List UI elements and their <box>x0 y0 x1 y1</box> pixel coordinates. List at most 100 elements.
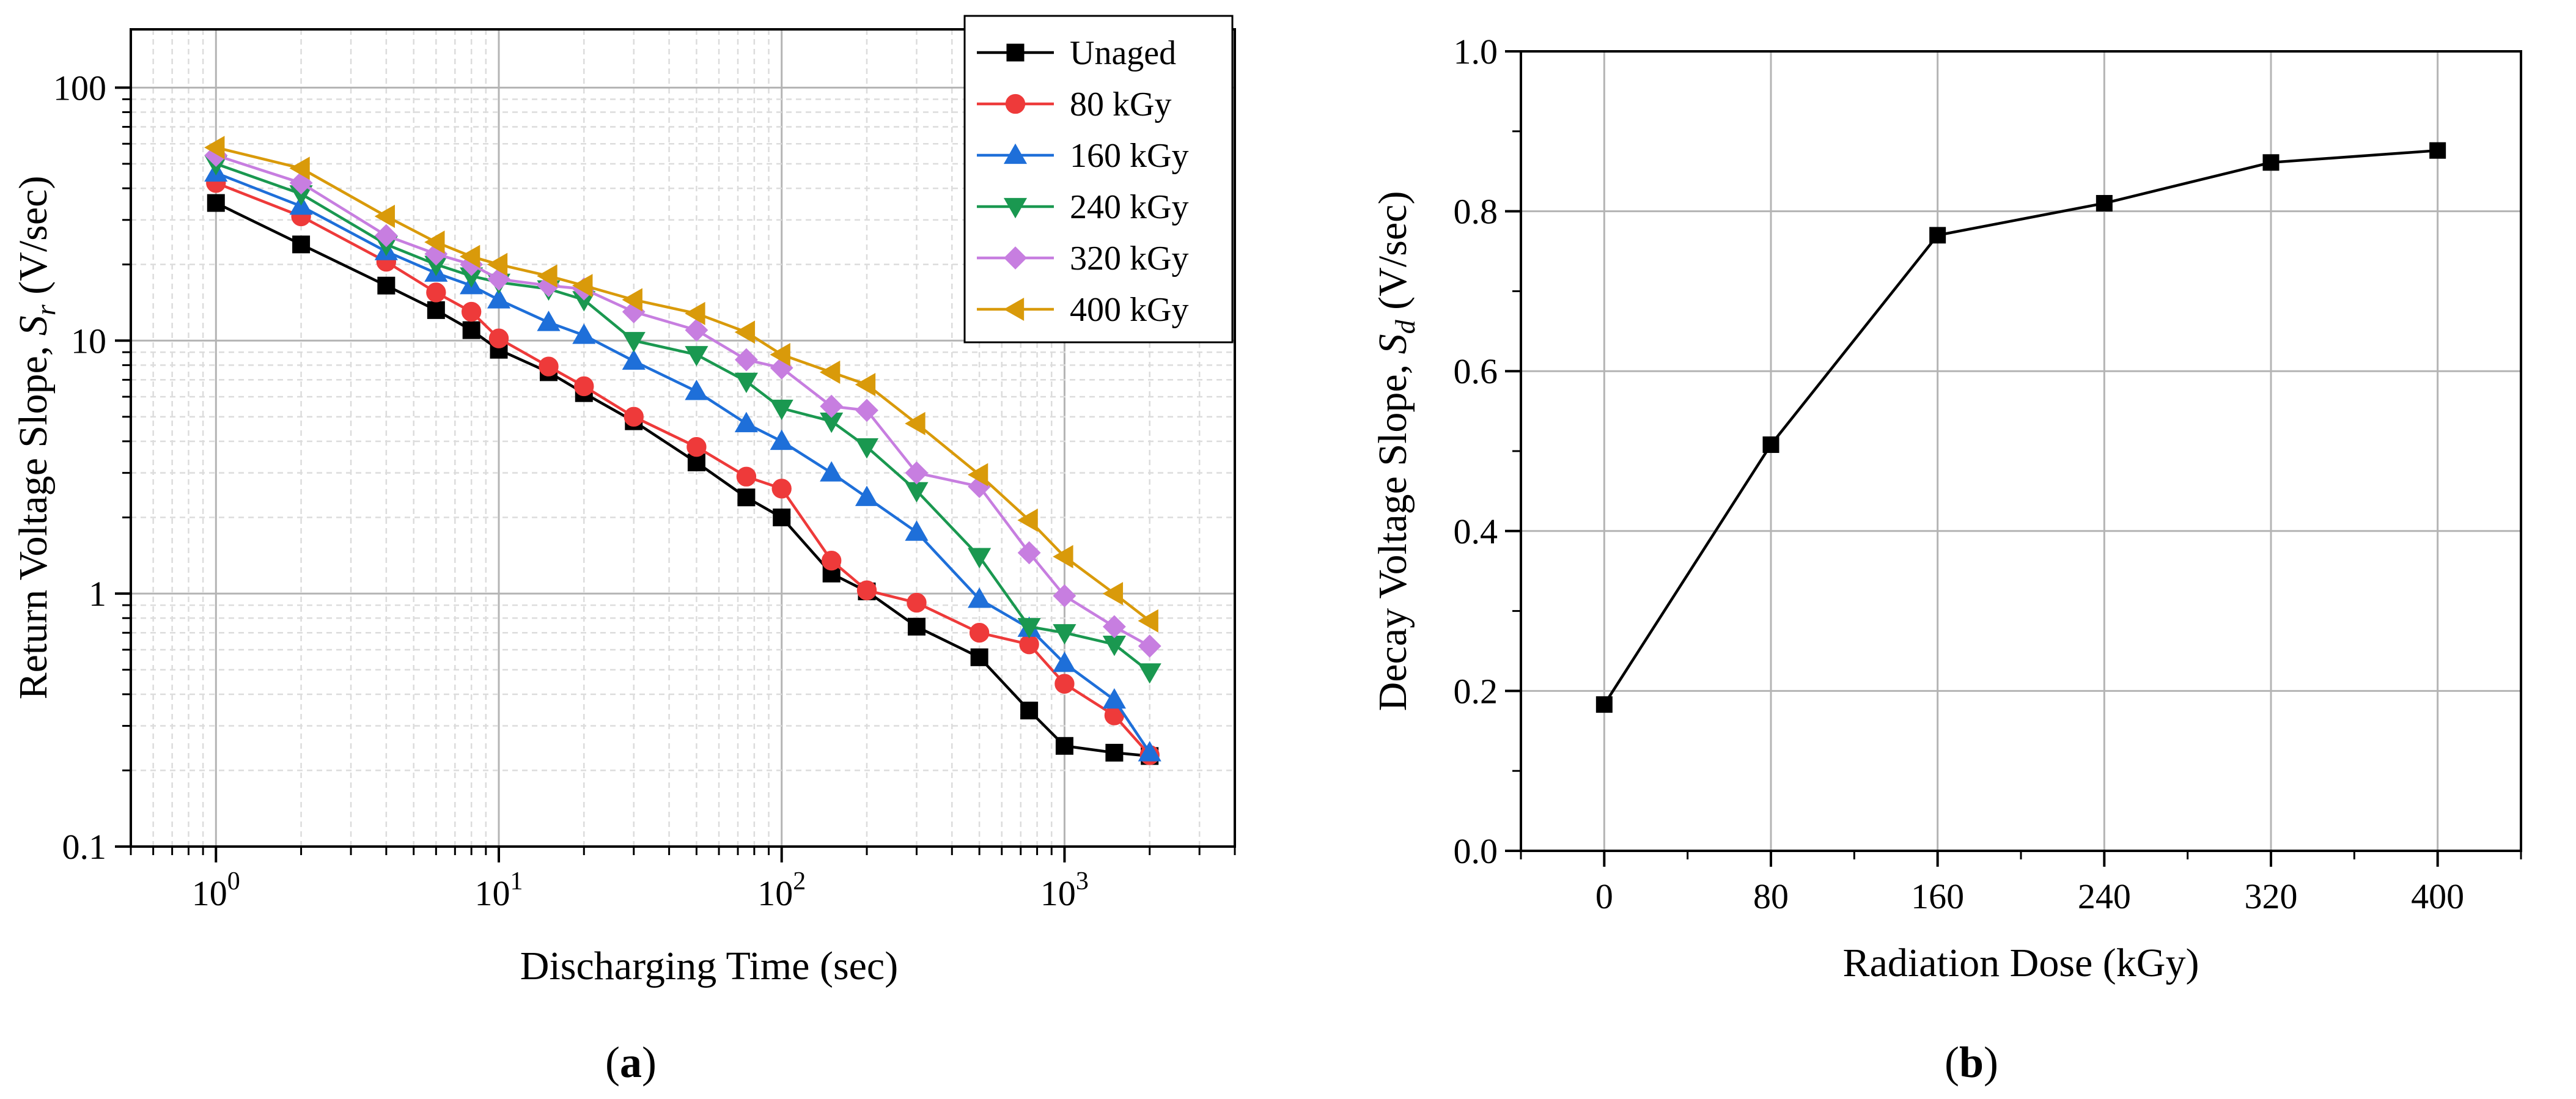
data-point-240-kgy <box>1102 636 1126 656</box>
legend-marker <box>1003 143 1028 164</box>
x-tick-label: 160 <box>1911 877 1964 916</box>
legend-item-240-kgy: 240 kGy <box>977 188 1188 226</box>
data-point-unaged <box>462 321 480 339</box>
legend-item-unaged: Unaged <box>977 34 1176 72</box>
legend-item-80-kgy: 80 kGy <box>977 86 1171 123</box>
data-point-80-kgy <box>822 551 842 571</box>
data-point <box>1595 696 1613 713</box>
legend-item-160-kgy: 160 kGy <box>977 137 1188 175</box>
data-point-240-kgy <box>1017 618 1041 639</box>
data-point-160-kgy <box>770 429 793 450</box>
data-point-320-kgy <box>1053 584 1076 608</box>
data-point-400-kgy <box>459 244 480 268</box>
y-tick-label: 1 <box>89 574 106 614</box>
data-point-unaged <box>427 301 445 319</box>
legend-marker <box>1004 246 1027 270</box>
data-point-80-kgy <box>771 479 792 499</box>
data-point-320-kgy <box>1102 615 1126 639</box>
legend-label: Unaged <box>1070 34 1176 72</box>
x-tick-label-base: 10 <box>475 873 510 913</box>
data-point-unaged <box>1020 701 1039 719</box>
chart-a-series <box>204 136 1161 765</box>
legend-label: 160 kGy <box>1070 137 1188 175</box>
chart-b-ticks: 0 80 160 240 320 400 0.0 0.2 0.4 0.6 0.8 1.0 <box>1454 32 2522 916</box>
panel-label-b: (b) <box>1945 1038 1998 1087</box>
legend-label: 240 kGy <box>1070 188 1188 226</box>
legend-marker <box>1005 94 1026 114</box>
data-point-320-kgy <box>1138 634 1161 658</box>
data-point <box>1762 436 1779 454</box>
y-tick-label: 0.0 <box>1454 831 1498 871</box>
data-point-160-kgy <box>685 380 708 400</box>
y-tick-label: 0.4 <box>1454 512 1498 551</box>
data-point-80-kgy <box>907 592 927 613</box>
data-point-unaged <box>292 235 311 254</box>
data-point-240-kgy <box>734 372 758 394</box>
x-tick-label: 101 <box>475 867 523 913</box>
data-point-unaged <box>1105 743 1124 762</box>
data-point-400-kgy <box>374 204 396 228</box>
data-point-unaged <box>377 276 396 295</box>
chart-a-y-axis-title-subscript: r <box>30 304 61 315</box>
data-point-320-kgy <box>374 224 398 248</box>
x-tick-label: 102 <box>757 867 806 913</box>
x-tick-label-base: 10 <box>1040 873 1076 913</box>
data-point-80-kgy <box>574 376 594 397</box>
data-point-400-kgy <box>204 136 225 160</box>
x-tick-label-base: 10 <box>757 873 793 913</box>
data-point-400-kgy <box>1138 609 1158 633</box>
data-point-160-kgy <box>1102 688 1126 709</box>
y-tick-label: 0.6 <box>1454 351 1498 391</box>
data-point <box>2262 154 2280 171</box>
data-point-400-kgy <box>770 343 790 367</box>
x-tick-label: 240 <box>2078 877 2131 916</box>
data-point-160-kgy <box>820 461 844 482</box>
data-point-320-kgy <box>905 461 929 485</box>
data-point-160-kgy <box>968 587 992 608</box>
x-tick-label: 0 <box>1595 877 1613 916</box>
chart-b-y-axis-title-symbol: S <box>1371 334 1415 354</box>
data-point-320-kgy <box>1017 541 1041 565</box>
data-point-320-kgy <box>855 399 878 422</box>
data-point-unaged <box>907 617 926 636</box>
data-point-160-kgy <box>487 288 511 309</box>
x-tick-label: 103 <box>1040 867 1089 913</box>
x-tick-label-exponent: 0 <box>227 867 240 895</box>
chart-b-y-axis-title-subscript: d <box>1389 319 1421 334</box>
x-tick-label: 100 <box>192 867 240 913</box>
legend-marker <box>1006 43 1025 62</box>
legend-marker <box>1003 197 1028 219</box>
data-point-400-kgy <box>905 411 926 436</box>
data-point-400-kgy <box>1053 545 1073 568</box>
chart-a-y-axis-title-units: (V/sec) <box>11 176 56 305</box>
chart-b: 0 80 160 240 320 400 0.0 0.2 0.4 0.6 0.8 1.0 Radiat… <box>1371 32 2522 1087</box>
chart-b-y-axis-title-main: Decay Voltage Slope, <box>1371 354 1415 711</box>
data-point-400-kgy <box>487 252 508 276</box>
data-point-160-kgy <box>537 311 561 331</box>
chart-b-x-axis-title: Radiation Dose (kGy) <box>1843 941 2199 985</box>
data-point-80-kgy <box>426 282 446 303</box>
data-point-80-kgy <box>736 466 757 487</box>
x-tick-label-exponent: 3 <box>1076 867 1089 895</box>
legend-marker <box>1003 297 1025 322</box>
data-point-160-kgy <box>734 411 758 433</box>
panel-label-a: (a) <box>605 1038 657 1087</box>
data-point-240-kgy <box>968 548 992 568</box>
x-tick-label-exponent: 2 <box>793 867 806 895</box>
y-tick-label: 0.2 <box>1454 671 1498 711</box>
data-point-400-kgy <box>289 156 310 180</box>
data-point-160-kgy <box>855 485 879 506</box>
legend-label: 320 kGy <box>1070 240 1188 278</box>
series-400-kgy <box>204 136 1158 633</box>
data-point-160-kgy <box>1053 652 1076 672</box>
data-point-80-kgy <box>624 406 644 427</box>
data-point-400-kgy <box>424 230 445 254</box>
data-point-320-kgy <box>685 318 708 342</box>
y-tick-label: 0.1 <box>62 827 107 867</box>
x-tick-label: 320 <box>2245 877 2298 916</box>
data-point-unaged <box>207 194 225 212</box>
chart-a-plot-frame <box>130 28 1236 848</box>
chart-a-y-axis-title-symbol: S <box>11 315 56 336</box>
data-point <box>1929 227 1946 244</box>
